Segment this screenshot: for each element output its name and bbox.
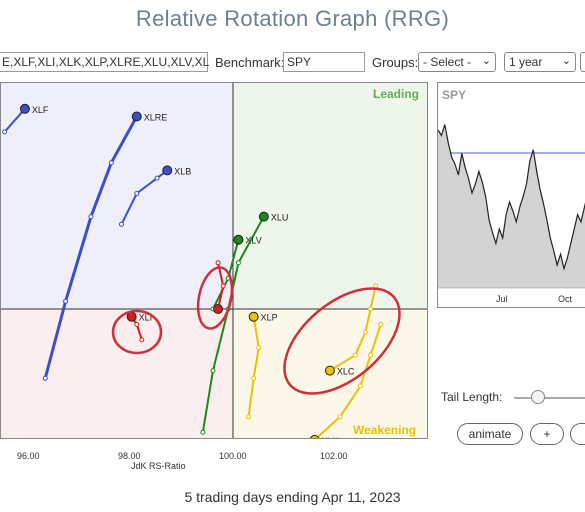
spy-label: SPY (442, 88, 466, 102)
tail-point (251, 375, 257, 381)
rrg-chart-svg: Leading Weakening XLEXLFXLREXLBXLUXLVXLI… (1, 83, 427, 439)
quadrant-leading (233, 83, 427, 309)
annotation-circle-xlk (196, 266, 234, 330)
tail-head-marker[interactable] (258, 211, 269, 222)
period-selected-value: 1 year (509, 55, 543, 69)
leading-label: Leading (373, 87, 419, 101)
tail-point (134, 191, 140, 196)
benchmark-input[interactable]: SPY (283, 52, 365, 72)
tail-label: XLC (337, 367, 355, 377)
x-tick-label: 102.00 (320, 451, 348, 461)
tail-label: XLRE (144, 113, 168, 123)
chevron-down-icon: ⌄ (561, 55, 571, 67)
annotation-circle-xli (111, 309, 163, 355)
tail-point (200, 429, 206, 435)
tail-point (63, 298, 69, 304)
tail-line (247, 316, 260, 417)
tail-label: XLV (245, 236, 261, 246)
spy-panel: SPY Jul Oct (437, 82, 585, 308)
tail-point (134, 321, 140, 327)
annotation-circles (111, 266, 401, 395)
tail-point (42, 375, 48, 381)
tail-point (256, 345, 262, 350)
symbols-input[interactable]: E,XLF,XLI,XLK,XLP,XLRE,XLU,XLV,XL (0, 52, 209, 72)
tail-point (378, 321, 384, 327)
tail-point (220, 283, 226, 289)
x-tick-label: 96.00 (17, 451, 40, 461)
rrg-chart: Leading Weakening XLEXLFXLREXLBXLUXLVXLI… (0, 82, 428, 439)
tail-length-slider-track[interactable] (514, 397, 585, 399)
x-axis-label: JdK RS-Ratio (131, 461, 186, 471)
toolbar: E,XLF,XLI,XLK,XLP,XLRE,XLU,XLV,XL Benchm… (0, 50, 585, 76)
tail-head-marker[interactable] (324, 365, 335, 376)
tail-label: XLU (271, 213, 289, 223)
x-tick-label: 98.00 (118, 451, 141, 461)
spy-chart-svg: SPY Jul Oct (438, 88, 585, 304)
tail-point (154, 175, 160, 181)
tail-length-label: Tail Length: (441, 390, 503, 404)
tail-point (363, 329, 368, 335)
tail-label: XLI (139, 313, 153, 323)
tail-label: XLF (32, 105, 49, 115)
tail-line (3, 108, 26, 133)
tail-head-marker[interactable] (131, 111, 142, 122)
tail-label: XLP (261, 313, 278, 323)
spy-area (438, 124, 585, 288)
tail-point (119, 221, 124, 227)
quadrant-lagging (1, 309, 233, 438)
extra-button[interactable] (570, 423, 585, 445)
tail-point (235, 260, 241, 266)
spy-line (438, 124, 585, 271)
period-select[interactable]: 1 year ⌄ (504, 52, 576, 72)
x-tick-label: 100.00 (219, 451, 247, 461)
spy-tick-label: Oct (558, 294, 573, 304)
tail-point (246, 414, 252, 420)
spy-tick-label: Jul (496, 294, 508, 304)
tail-point (108, 160, 114, 166)
tail-head-marker[interactable] (19, 103, 30, 114)
tail-point (210, 368, 216, 374)
tail-point (368, 306, 374, 312)
tail-head-marker[interactable] (233, 234, 244, 245)
rrg-tails: XLEXLFXLREXLBXLUXLVXLIXLPXLCXLK (2, 103, 384, 439)
tail-point (2, 129, 8, 135)
tail-head-marker[interactable] (162, 165, 173, 176)
groups-label: Groups: (372, 55, 419, 70)
quadrant-improving (1, 83, 233, 309)
groups-selected-value: - Select - (423, 55, 472, 69)
page-title: Relative Rotation Graph (RRG) (135, 6, 450, 31)
tail-head-marker[interactable] (310, 434, 320, 439)
footer-caption: 5 trading days ending Apr 11, 2023 (184, 489, 401, 505)
benchmark-label: Benchmark: (215, 55, 285, 70)
tail-point (337, 414, 343, 420)
tail-point (88, 214, 94, 220)
tail-label: XLK (322, 436, 339, 439)
tail-line (120, 169, 168, 225)
tail-point (368, 352, 374, 358)
tail-head-marker[interactable] (248, 311, 259, 322)
groups-select[interactable]: - Select - ⌄ (418, 52, 496, 72)
tail-head-marker[interactable] (213, 304, 224, 314)
plus-button[interactable]: + (530, 423, 564, 445)
tail-point (352, 352, 358, 358)
tail-point (215, 260, 221, 266)
tail-point (139, 337, 145, 343)
tail-length-slider-handle[interactable] (531, 390, 545, 404)
tail-point (357, 383, 363, 389)
tail-label: XLB (174, 166, 191, 176)
extra-select[interactable] (580, 52, 585, 72)
chevron-down-icon: ⌄ (481, 55, 491, 67)
annotation-circle-weakening-group (283, 287, 401, 395)
animate-button[interactable]: animate (457, 423, 523, 445)
weakening-label: Weakening (353, 423, 416, 437)
